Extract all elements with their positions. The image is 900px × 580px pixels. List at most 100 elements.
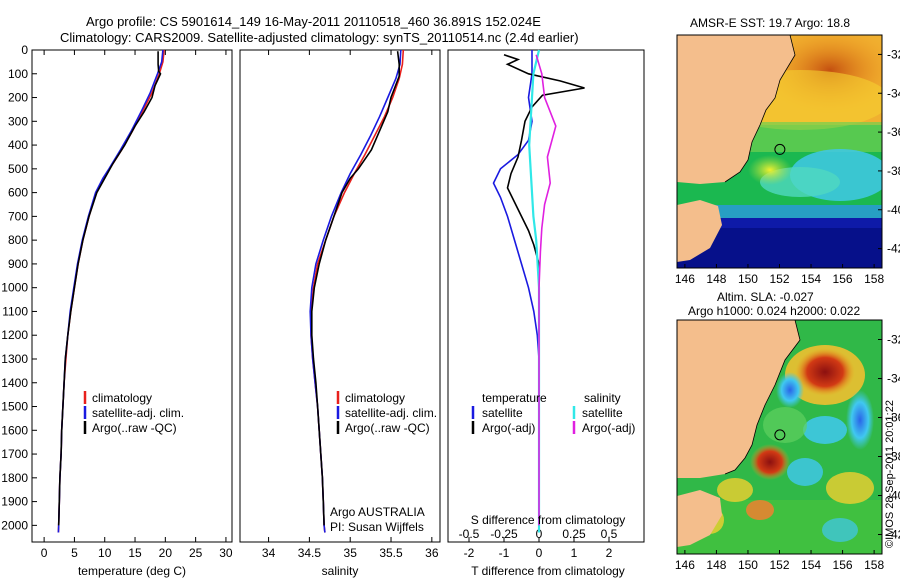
y-tick-label: 1200	[1, 328, 28, 342]
lon-tick-label: 146	[675, 272, 695, 286]
y-tick-label: 700	[8, 209, 28, 223]
x-tick-label: 0	[536, 546, 543, 560]
lat-tick-label: -34	[887, 86, 900, 100]
x-tick-label: 35.5	[379, 546, 403, 560]
lat-tick-label: -34	[887, 372, 900, 386]
y-tick-label: 1800	[1, 471, 28, 485]
legend-label-satellite: satellite-adj. clim.	[345, 406, 437, 420]
y-tick-label: 1600	[1, 423, 28, 437]
sla-map: 146 148 150 152 154 156 158 -32 -34 -36 -38 -40 -42	[675, 319, 900, 573]
difference-legend: temperature satellite Argo(-adj) salinit…	[471, 391, 635, 435]
x-tick-label: 34.5	[298, 546, 322, 560]
y-tick-label: 400	[8, 138, 28, 152]
x-tick-label: 10	[98, 546, 112, 560]
lon-tick-label: 156	[833, 272, 853, 286]
series-line-temperature-argo-adj-	[503, 54, 585, 526]
lon-tick-label: 156	[833, 558, 853, 572]
legend-label-satellite: satellite-adj. clim.	[92, 406, 184, 420]
lat-tick-label: -42	[887, 528, 900, 542]
y-tick-label: 900	[8, 257, 28, 271]
legend-label-sal-satellite: satellite	[582, 406, 623, 420]
lat-tick-label: -36	[887, 125, 900, 139]
series-line-salinity-argo-adj-	[535, 54, 557, 526]
s-tick-label: 0	[536, 527, 543, 541]
salinity-axis: 34 34.5 35 35.5 36	[262, 50, 439, 560]
lat-tick-label: -38	[887, 164, 900, 178]
lat-tick-label: -42	[887, 242, 900, 256]
lat-tick-label: -32	[887, 333, 900, 347]
sst-map-axes: 146 148 150 152 154 156 158 -32 -34 -36 -38 -40 -42	[675, 47, 900, 286]
x-tick-label: -1	[499, 546, 510, 560]
lat-tick-label: -32	[887, 47, 900, 61]
temperature-panel: 0100200300400500600700800900100011001200…	[1, 43, 453, 578]
lon-tick-label: 152	[769, 272, 789, 286]
y-tick-label: 1000	[1, 281, 28, 295]
sla-map-title-line2: Argo h1000: 0.024 h2000: 0.022	[688, 304, 861, 318]
x-tick-label: 2	[606, 546, 613, 560]
lon-tick-label: 150	[738, 558, 758, 572]
y-tick-label: 300	[8, 114, 28, 128]
y-tick-label: 100	[8, 67, 28, 81]
x-tick-label: 25	[189, 546, 203, 560]
lon-tick-label: 152	[769, 558, 789, 572]
lat-tick-label: -40	[887, 203, 900, 217]
difference-axes-frame	[447, 49, 645, 543]
x-tick-label: 34	[262, 546, 276, 560]
s-tick-label: 0.5	[601, 527, 618, 541]
salinity-legend: climatology satellite-adj. clim. Argo(..…	[336, 391, 437, 435]
x-tick-label: 0	[41, 546, 48, 560]
pi-annotation: PI: Susan Wijffels	[330, 520, 424, 534]
y-tick-label: 1900	[1, 495, 28, 509]
lon-tick-label: 148	[706, 272, 726, 286]
figure-title-line1: Argo profile: CS 5901614_149 16-May-2011…	[86, 14, 541, 29]
temperature-axes-frame	[31, 49, 233, 543]
y-tick-label: 1700	[1, 447, 28, 461]
series-line-argo-raw-qc-	[311, 51, 400, 526]
sla-argo-position-marker	[774, 429, 786, 441]
series-line-argo-raw-qc-	[57, 51, 162, 526]
difference-profiles	[492, 49, 585, 533]
x-tick-label: -2	[464, 546, 475, 560]
sla-map-axes: 146 148 150 152 154 156 158 -32 -34 -36 -38 -40 -42	[675, 333, 900, 573]
legend-label-temp-satellite: satellite	[482, 406, 523, 420]
x-tick-label: 20	[159, 546, 173, 560]
s-tick-label: -0.5	[459, 527, 480, 541]
x-tick-label: 15	[128, 546, 142, 560]
s-difference-label: S difference from climatology	[471, 513, 626, 527]
temperature-profiles	[57, 49, 165, 533]
y-tick-label: 0	[21, 43, 28, 57]
legend-title-temperature: temperature	[482, 391, 547, 405]
salinity-profiles	[309, 49, 405, 533]
sla-map-title-line1: Altim. SLA: -0.027	[717, 290, 814, 304]
sst-map-title: AMSR-E SST: 19.7 Argo: 18.8	[690, 16, 851, 30]
legend-label-argo: Argo(..raw -QC)	[92, 421, 177, 435]
x-tick-label: 36	[425, 546, 439, 560]
series-line-salinity-satellite	[528, 49, 541, 533]
t-difference-xlabel: T difference from climatology	[471, 564, 625, 578]
y-tick-label: 1100	[2, 304, 28, 318]
x-tick-label: 30	[219, 546, 233, 560]
legend-label-sal-argo: Argo(-adj)	[582, 421, 635, 435]
difference-axis: -2 -1 0 1 2 -0.5 -0.25 0 0.25 0.5	[459, 527, 618, 560]
y-tick-label: 800	[8, 233, 28, 247]
lon-tick-label: 158	[864, 272, 884, 286]
sst-argo-position-marker	[774, 143, 786, 155]
lon-tick-label: 154	[801, 558, 821, 572]
legend-label-argo: Argo(..raw -QC)	[345, 421, 430, 435]
y-tick-label: 600	[8, 186, 28, 200]
lat-tick-label: -40	[887, 489, 900, 503]
x-tick-label: 5	[71, 546, 78, 560]
lon-tick-label: 148	[706, 558, 726, 572]
lon-tick-label: 154	[801, 272, 821, 286]
legend-label-climatology: climatology	[345, 391, 405, 405]
y-tick-label: 1500	[1, 400, 28, 414]
lon-tick-label: 150	[738, 272, 758, 286]
y-tick-label: 2000	[1, 518, 28, 532]
x-tick-label: 35	[344, 546, 358, 560]
lat-tick-label: -36	[887, 411, 900, 425]
s-tick-label: 0.25	[562, 527, 586, 541]
y-tick-label: 200	[8, 91, 28, 105]
temperature-axis: 0 5 10 15 20 25 30	[41, 50, 233, 560]
temperature-xlabel: temperature (deg C)	[78, 564, 186, 578]
